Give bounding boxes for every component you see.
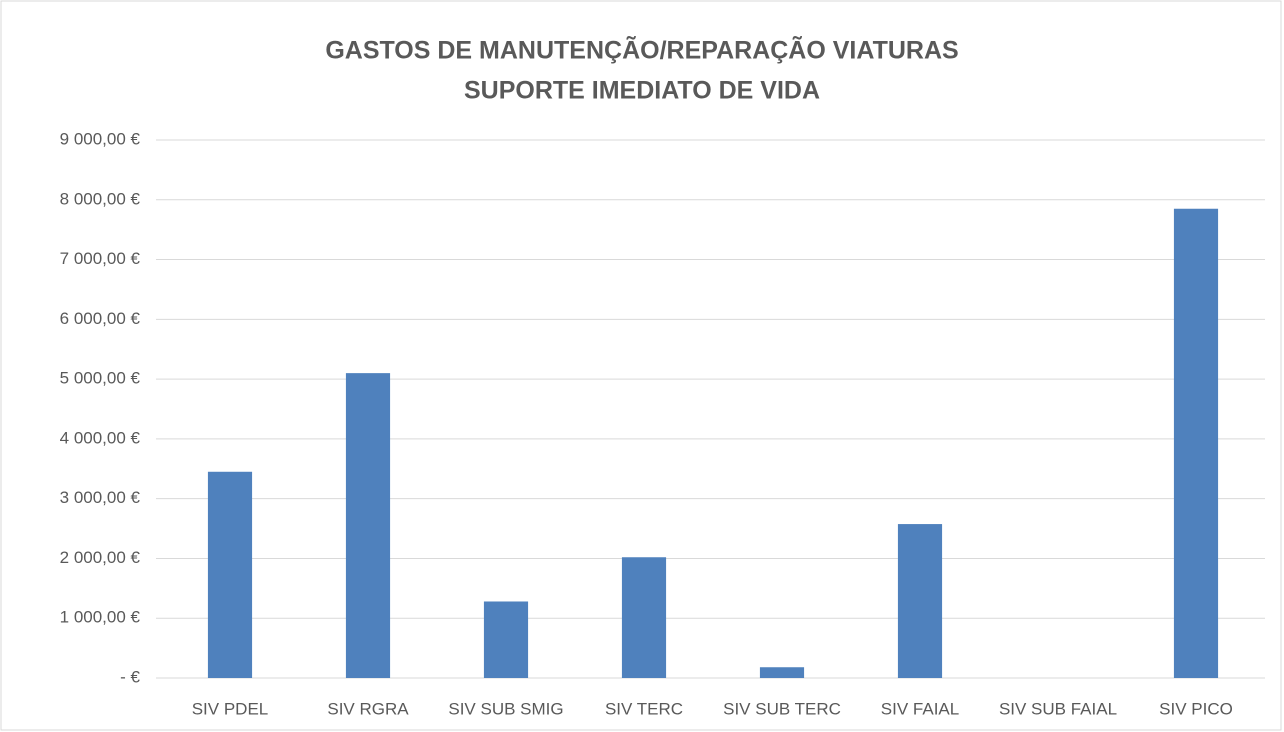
bar — [1173, 208, 1219, 678]
bar — [207, 471, 253, 678]
y-tick-label: 4 000,00 € — [60, 428, 141, 447]
y-tick-label: 3 000,00 € — [60, 488, 141, 507]
bar — [483, 601, 529, 678]
x-tick-label: SIV SUB FAIAL — [999, 699, 1117, 718]
bar — [345, 373, 391, 678]
y-tick-label: 2 000,00 € — [60, 548, 141, 567]
y-tick-label: 7 000,00 € — [60, 249, 141, 268]
x-tick-label: SIV RGRA — [327, 699, 409, 718]
x-tick-label: SIV SUB TERC — [723, 699, 841, 718]
x-tick-label: SIV PICO — [1159, 699, 1233, 718]
x-tick-label: SIV FAIAL — [881, 699, 959, 718]
y-tick-label: 6 000,00 € — [60, 309, 141, 328]
x-tick-label: SIV TERC — [605, 699, 683, 718]
x-tick-label: SIV PDEL — [192, 699, 269, 718]
y-tick-label: 1 000,00 € — [60, 608, 141, 627]
chart-title: GASTOS DE MANUTENÇÃO/REPARAÇÃO VIATURAS — [325, 35, 958, 65]
bar — [897, 524, 943, 678]
chart-title: SUPORTE IMEDIATO DE VIDA — [464, 77, 820, 105]
x-tick-label: SIV SUB SMIG — [448, 699, 563, 718]
y-tick-label: 5 000,00 € — [60, 369, 141, 388]
bar — [759, 667, 805, 678]
y-tick-label: 9 000,00 € — [60, 129, 141, 148]
bar — [621, 557, 667, 678]
y-tick-label: 8 000,00 € — [60, 189, 141, 208]
y-tick-label: - € — [120, 667, 140, 686]
